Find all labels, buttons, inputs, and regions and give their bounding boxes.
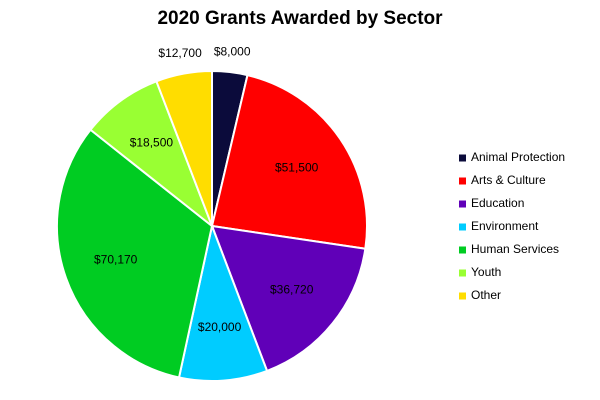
legend-swatch	[459, 200, 466, 208]
legend-label: Animal Protection	[471, 150, 565, 164]
pie-slice	[210, 73, 368, 250]
legend-swatch	[459, 269, 466, 277]
legend-swatch	[459, 292, 466, 300]
pie-slice	[177, 222, 269, 382]
legend-label: Education	[471, 196, 524, 210]
pie-slice	[210, 224, 367, 373]
legend-label: Other	[471, 288, 501, 302]
pie-slice	[56, 128, 214, 379]
legend-label: Environment	[471, 219, 539, 233]
legend-swatch	[459, 177, 466, 185]
legend-swatch	[459, 154, 466, 162]
data-label: $20,000	[198, 320, 242, 334]
data-label: $70,170	[94, 253, 138, 267]
legend-label: Youth	[471, 265, 501, 279]
legend-label: Human Services	[471, 242, 559, 256]
data-label: $12,700	[158, 46, 202, 60]
data-label: $36,720	[270, 282, 314, 296]
legend-swatch	[459, 246, 466, 254]
legend-swatch	[459, 223, 466, 231]
chart-title: 2020 Grants Awarded by Sector	[157, 8, 443, 29]
legend-label: Arts & Culture	[471, 173, 546, 187]
data-label: $51,500	[275, 161, 319, 175]
pie-slice	[155, 69, 213, 227]
data-label: $8,000	[214, 44, 251, 58]
data-label: $18,500	[130, 136, 174, 150]
